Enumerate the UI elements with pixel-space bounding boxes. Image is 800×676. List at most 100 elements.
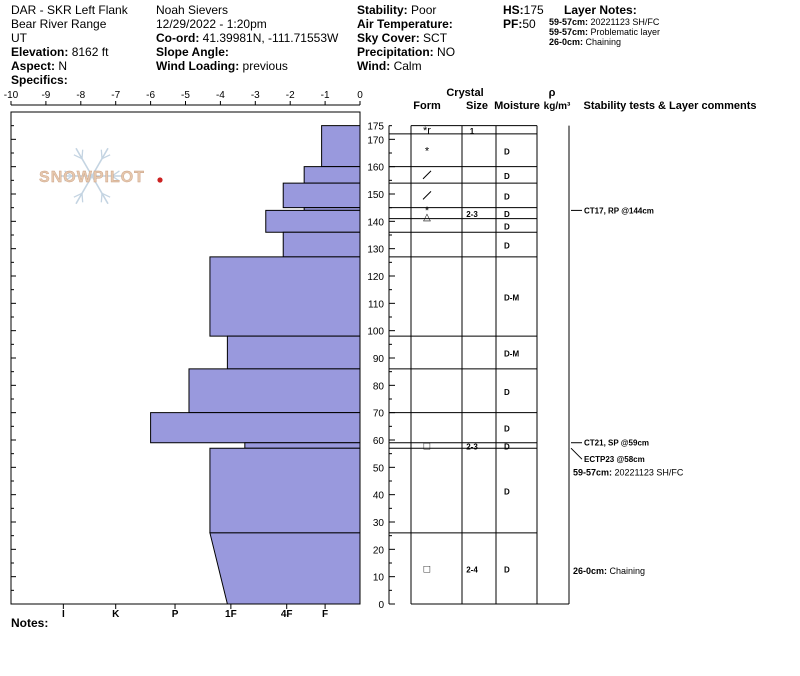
hardness-tick-label: 1F xyxy=(225,609,237,620)
layer-moisture: D-M xyxy=(504,294,519,303)
layer-note-text: Chaining xyxy=(583,37,622,47)
hardness-bar xyxy=(226,335,361,370)
temp-tick-label: -3 xyxy=(251,90,260,101)
elevation-label: Elevation: xyxy=(11,45,69,59)
layer-comment-label: 59-57cm: xyxy=(573,468,612,478)
density-header: ρ xyxy=(549,87,556,99)
hardness-bar xyxy=(209,447,361,534)
snowpilot-watermark: SNOWPILOT xyxy=(39,147,163,205)
depth-tick-label: 20 xyxy=(373,545,385,556)
layer-moisture: D xyxy=(504,425,510,434)
layer-size: 2-4 xyxy=(466,565,478,574)
pf-value: 50 xyxy=(522,17,536,31)
wind-loading-label: Wind Loading: xyxy=(156,59,240,73)
hs-value: 175 xyxy=(523,3,544,17)
depth-tick-label: 130 xyxy=(367,245,384,256)
notes-label: Notes: xyxy=(11,616,49,630)
layer-notes-title: Layer Notes: xyxy=(564,3,637,17)
depth-tick-label: 110 xyxy=(368,299,384,310)
layer-form-symbol: *r xyxy=(423,125,431,137)
aspect-value: N xyxy=(58,59,68,73)
layer-moisture: D xyxy=(504,147,510,156)
depth-tick-label: 160 xyxy=(367,163,384,174)
depth-tick-label: 50 xyxy=(373,463,385,474)
header-col4: HS:175 PF:50 xyxy=(503,3,544,31)
layer-table: Crystal Form Size Moisture ρ kg/m³ Stability t… xyxy=(389,87,757,605)
layer-note-text: 20221123 SH/FC xyxy=(588,17,660,27)
header-col2: Noah Sievers 12/29/2022 - 1:20pm Co-ord:… xyxy=(156,3,338,73)
depth-tick-label: 170 xyxy=(367,135,384,146)
layer-note-text: Problematic layer xyxy=(588,27,661,37)
layer-notes-list: 59-57cm: 20221123 SH/FC 59-57cm: Problema… xyxy=(549,17,660,47)
snowflake-arm xyxy=(91,175,109,205)
depth-tick-label: 120 xyxy=(367,272,384,283)
temp-tick-label: -2 xyxy=(286,90,295,101)
slope-label: Slope Angle: xyxy=(156,45,229,59)
snowflake-arm xyxy=(75,175,93,205)
wind-loading-value: previous xyxy=(242,59,288,73)
snowflake-branch xyxy=(81,193,84,203)
depth-tick-label: 150 xyxy=(367,190,384,201)
wind-label: Wind: xyxy=(357,59,391,73)
snowflake-branch xyxy=(81,149,84,159)
layer-note-label: 59-57cm: xyxy=(549,17,589,27)
snowflake-arm xyxy=(91,147,109,177)
layer-moisture: D xyxy=(504,565,510,574)
layer-moisture: D xyxy=(504,442,510,451)
stability-test-text: CT21, SP @59cm xyxy=(584,439,649,448)
hardness-tick-label: F xyxy=(322,609,328,620)
snowflake-branch xyxy=(73,192,83,198)
layer-moisture: D xyxy=(504,488,510,497)
layer-moisture: D xyxy=(504,172,510,181)
crystal-header: Crystal xyxy=(446,87,483,99)
temp-tick-label: -9 xyxy=(41,90,50,101)
precip-label: Precipitation: xyxy=(357,45,434,59)
snowflake-branch xyxy=(101,154,111,160)
hardness-bar xyxy=(150,412,361,444)
layer-moisture: D xyxy=(504,210,510,219)
depth-tick-label: 140 xyxy=(367,217,384,228)
depth-tick-label: 70 xyxy=(373,409,385,420)
hardness-bar xyxy=(265,209,361,233)
layer-notes: Layer Notes: 59-57cm: 20221123 SH/FC 59-5… xyxy=(549,3,660,47)
layer-form-symbol xyxy=(422,191,432,200)
temp-tick-label: 0 xyxy=(357,90,363,101)
depth-tick-label: 90 xyxy=(373,354,385,365)
range-name: Bear River Range xyxy=(11,17,107,31)
form-header: Form xyxy=(413,100,441,112)
layer-comment: 59-57cm: 20221123 SH/FC xyxy=(573,468,684,478)
hardness-axis: I K P 1F 4F F xyxy=(11,111,328,620)
wind-row: Wind: Calm xyxy=(357,59,455,73)
layer-comment-text: Chaining xyxy=(607,566,645,576)
layer-moisture: D xyxy=(504,388,510,397)
snowflake-branch xyxy=(111,175,120,182)
hardness-bar xyxy=(209,256,361,337)
location-name: DAR - SKR Left Flank xyxy=(11,3,128,17)
precip-row: Precipitation: NO xyxy=(357,45,455,59)
temp-tick-label: -7 xyxy=(111,90,120,101)
coord-label: Co-ord: xyxy=(156,31,200,45)
pf-label: PF: xyxy=(503,17,523,31)
temperature-axis: -10 -9 -8 -7 -6 -5 -4 -3 -2 -1 0 xyxy=(4,90,363,106)
pf-row: PF:50 xyxy=(503,17,544,31)
hardness-bar xyxy=(188,368,361,414)
depth-tick-label: 40 xyxy=(373,491,385,502)
depth-tick-label: 80 xyxy=(373,381,385,392)
temp-tick-label: -10 xyxy=(4,90,19,101)
specifics-label: Specifics: xyxy=(11,73,68,87)
density-unit: kg/m³ xyxy=(544,101,571,112)
stability-row: Stability: Poor xyxy=(357,3,455,17)
layer-note-item: 59-57cm: 20221123 SH/FC xyxy=(549,17,660,27)
layer-form-symbol: * xyxy=(425,205,430,217)
layer-comment-text: 20221123 SH/FC xyxy=(612,468,684,478)
air-temp-row: Air Temperature: xyxy=(357,17,455,31)
depth-tick-label: 175 xyxy=(367,122,384,133)
layer-form-symbol: □ xyxy=(424,440,431,452)
layer-note-label: 26-0cm: xyxy=(549,37,584,47)
hardness-tick-label: K xyxy=(112,609,120,620)
watermark-text: SNOWPILOT xyxy=(39,169,145,186)
layer-moisture: D-M xyxy=(504,350,519,359)
specifics-row: Specifics: xyxy=(11,73,128,87)
layer-note-item: 26-0cm: Chaining xyxy=(549,37,660,47)
